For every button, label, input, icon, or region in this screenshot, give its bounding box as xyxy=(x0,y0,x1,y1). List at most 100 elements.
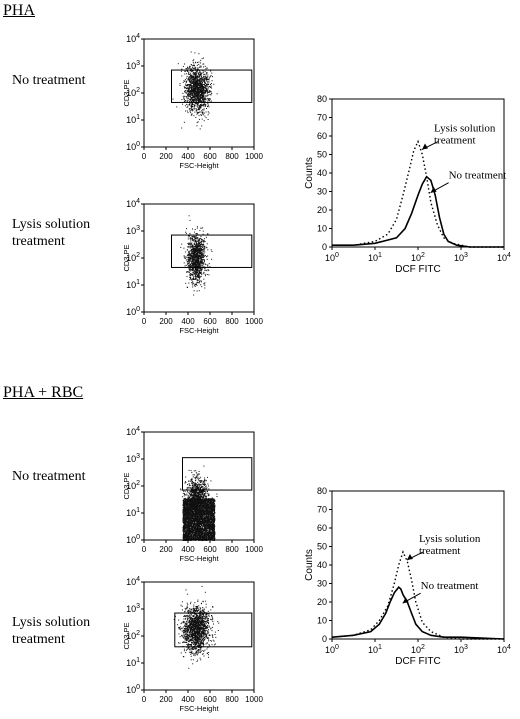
scatter-dot xyxy=(188,94,190,96)
scatter-dot xyxy=(190,243,192,245)
scatter-dot xyxy=(197,507,199,509)
scatter-dot xyxy=(187,106,189,108)
scatter-dot xyxy=(196,103,198,105)
scatter-dot xyxy=(197,102,199,104)
scatter-dot xyxy=(193,245,195,247)
scatter-dot xyxy=(200,104,201,106)
scatter-dot xyxy=(181,99,183,101)
scatter-dot xyxy=(194,527,196,529)
scatter-dot xyxy=(204,263,206,265)
scatter-dot xyxy=(193,272,194,274)
scatter-dot xyxy=(207,255,209,257)
scatter-dot xyxy=(190,536,192,538)
scatter-dot xyxy=(176,106,178,108)
scatter-dot xyxy=(186,255,188,256)
scatter-dot xyxy=(200,111,202,113)
scatter-dot xyxy=(209,86,211,88)
scatter-dot xyxy=(199,78,201,80)
scatter-dot xyxy=(192,81,194,83)
scatter-dot xyxy=(201,264,203,266)
scatter-dot xyxy=(187,67,189,69)
scatter-dot xyxy=(193,65,195,67)
scatter-dot xyxy=(201,247,203,248)
scatter-dot xyxy=(214,510,215,512)
scatter-dot xyxy=(186,522,188,524)
scatter-dot xyxy=(200,272,202,274)
scatter-dot xyxy=(197,84,199,86)
scatter-dot xyxy=(186,275,188,277)
scatter-dot xyxy=(198,253,200,255)
scatter-dot xyxy=(194,240,196,242)
scatter-dot xyxy=(201,93,203,94)
scatter-dot xyxy=(195,247,197,249)
scatter-dot xyxy=(205,90,207,92)
scatter-dot xyxy=(188,258,190,260)
scatter-dot xyxy=(194,83,196,85)
scatter-dot xyxy=(184,105,186,107)
scatter-dot xyxy=(190,256,192,258)
scatter-dot xyxy=(197,253,199,255)
scatter-dot xyxy=(202,527,204,529)
scatter-dot xyxy=(202,239,204,241)
scatter-dot xyxy=(207,502,209,504)
scatter-dot xyxy=(192,249,194,251)
scatter-dot xyxy=(193,78,195,79)
scatter-dot xyxy=(193,264,195,266)
scatter-dot xyxy=(203,66,205,68)
scatter-dot xyxy=(197,75,198,77)
scatter-dot xyxy=(198,95,200,97)
scatter-dot xyxy=(193,260,195,262)
scatter-dot xyxy=(197,104,199,106)
scatter-dot xyxy=(195,79,197,81)
scatter-dot xyxy=(209,91,210,93)
scatter-dot xyxy=(202,249,203,251)
scatter-dot xyxy=(194,261,196,263)
scatter-dot xyxy=(198,252,200,254)
scatter-dot xyxy=(203,91,205,93)
scatter-dot xyxy=(200,235,202,237)
scatter-dot xyxy=(192,237,193,239)
scatter-dot xyxy=(199,99,201,101)
scatter-dot xyxy=(193,240,195,242)
scatter-dot xyxy=(195,81,197,82)
scatter-dot xyxy=(197,276,199,278)
scatter-dot xyxy=(194,244,196,246)
scatter-dot xyxy=(196,274,198,276)
scatter-dot xyxy=(200,249,202,251)
scatter-dot xyxy=(207,90,209,91)
scatter-dot xyxy=(206,523,208,525)
scatter-dot xyxy=(190,105,192,106)
scatter-dot xyxy=(209,517,211,519)
scatter-dot xyxy=(196,88,198,90)
scatter-dot xyxy=(190,245,192,247)
scatter-dot xyxy=(206,88,208,90)
scatter-dot xyxy=(189,79,191,81)
scatter-dot xyxy=(203,77,205,79)
scatter-dot xyxy=(189,252,191,254)
y-tick-label: 104 xyxy=(126,33,140,44)
scatter-dot xyxy=(205,236,207,238)
scatter-dot xyxy=(199,252,201,254)
scatter-dot xyxy=(198,531,200,532)
scatter-dot xyxy=(185,536,187,538)
scatter-dot xyxy=(194,533,196,535)
scatter-dot xyxy=(200,101,202,103)
scatter-dot xyxy=(207,83,209,85)
scatter-dot xyxy=(193,86,195,88)
gate-rectangle xyxy=(171,69,253,103)
scatter-dot xyxy=(209,98,211,100)
scatter-dot xyxy=(186,96,187,98)
scatter-dot xyxy=(189,81,191,83)
scatter-dot xyxy=(204,89,206,91)
scatter-dot xyxy=(199,519,201,521)
scatter-dot xyxy=(210,100,212,102)
scatter-dot xyxy=(202,243,204,245)
scatter-dot xyxy=(196,76,198,78)
scatter-dot xyxy=(199,530,201,532)
scatter-dot xyxy=(201,245,203,247)
scatter-dot xyxy=(193,255,195,257)
scatter-dot xyxy=(203,498,205,500)
scatter-dot xyxy=(194,252,196,254)
x-tick-label: 800 xyxy=(225,317,239,326)
scatter-dot xyxy=(201,251,203,253)
